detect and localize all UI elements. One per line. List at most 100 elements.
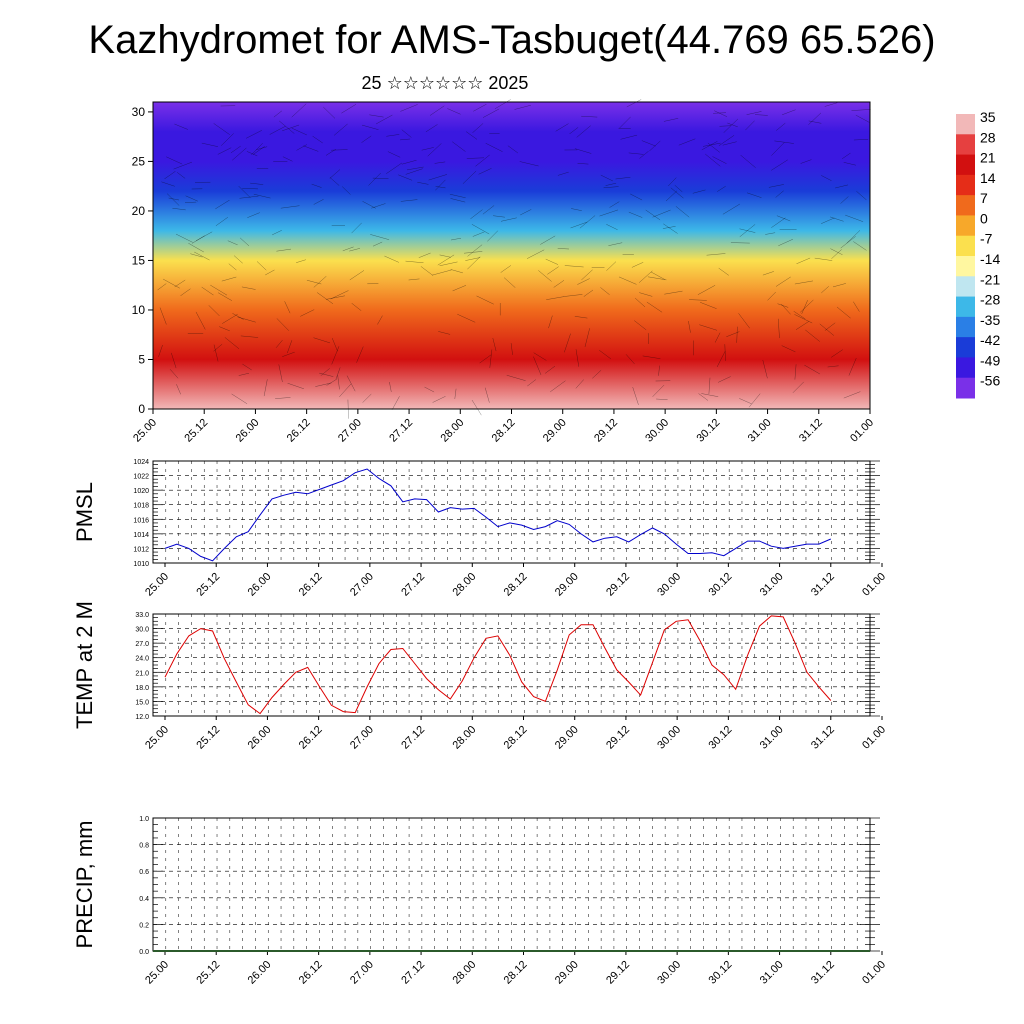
colorbar-swatch	[956, 357, 975, 379]
colorbar-label: 35	[980, 109, 996, 125]
heatmap-y-tick-label: 15	[132, 253, 146, 267]
temp-2m-x-tick-label: 30.00	[655, 724, 683, 752]
colorbar-swatch	[956, 195, 975, 216]
pmsl-x-tick-label: 30.00	[655, 571, 683, 599]
pmsl-y-tick-label: 1016	[133, 517, 149, 524]
precip-y-tick-label: 0.4	[139, 896, 149, 903]
heatmap-x-tick-label: 27.00	[336, 417, 364, 445]
precip-x-tick-label: 30.12	[707, 959, 735, 987]
temp-2m-y-tick-label: 24.0	[135, 656, 149, 663]
heatmap-x-tick-label: 31.00	[746, 417, 774, 445]
temp-2m-x-tick-label: 29.00	[553, 724, 581, 752]
temp-2m-y-tick-label: 30.0	[135, 627, 149, 634]
temp-panel: 12.0 15.0 18.0 21.0 24.0 27.0 30.0 33.0 25.00 25.…	[72, 601, 888, 752]
heatmap-y-tick-label: 10	[132, 303, 146, 317]
colorbar-swatch	[956, 316, 975, 338]
temp-2m-x-tick-label: 27.00	[348, 724, 376, 752]
heatmap-x-tick-label: 28.12	[490, 417, 518, 445]
colorbar-label: 0	[980, 210, 988, 226]
precip-y-tick-label: 0.8	[139, 843, 149, 850]
heatmap-x-tick-label: 26.00	[234, 417, 262, 445]
pmsl-y-tick-label: 1014	[133, 532, 149, 539]
colorbar-swatch	[956, 256, 975, 277]
heatmap-y-tick-label: 5	[138, 352, 145, 366]
precip-x-tick-label: 26.12	[297, 959, 325, 987]
cross-section-panel: 0 5 10 15 20 25 30 25.00 25.12 26.00 26.12 27.00 27.…	[131, 99, 876, 445]
colorbar-label: -7	[980, 231, 993, 247]
heatmap-x-tick-label: 28.00	[438, 417, 466, 445]
colorbar-swatch	[956, 215, 975, 237]
precip-x-tick-label: 25.00	[143, 959, 171, 987]
heatmap-x-tick-label: 25.12	[182, 417, 210, 445]
precip-panel: 0.0 0.2 0.4 0.6 0.8 1.0 25.00 25.12 26.00 26.12 27…	[72, 816, 888, 987]
heatmap-x-tick-label: 29.00	[541, 417, 569, 445]
pmsl-x-tick-label: 01.00	[860, 571, 888, 599]
colorbar-label: -56	[980, 373, 1000, 389]
pmsl-x-tick-label: 31.12	[809, 571, 837, 599]
pmsl-x-tick-label: 29.12	[604, 571, 632, 599]
colorbar-swatch	[956, 134, 975, 156]
heatmap-x-tick-label: 25.00	[131, 417, 159, 445]
pmsl-x-tick-label: 25.00	[143, 571, 171, 599]
heatmap-y-tick-label: 30	[132, 105, 146, 119]
heatmap-x-tick-label: 31.12	[797, 417, 825, 445]
heatmap-y-tick-label: 0	[138, 402, 145, 416]
precip-x-tick-label: 01.00	[860, 959, 888, 987]
page-title: Kazhydromet for AMS-Tasbuget(44.769 65.5…	[88, 18, 936, 62]
colorbar-label: 14	[980, 170, 996, 186]
colorbar-label: 21	[980, 150, 996, 166]
temp-2m-y-tick-label: 15.0	[135, 699, 149, 706]
precip-y-tick-label: 0.2	[139, 922, 149, 929]
wind-streamlines	[157, 99, 871, 419]
temp-2m-y-tick-label: 18.0	[135, 685, 149, 692]
pmsl-y-tick-label: 1012	[133, 546, 149, 553]
colorbar-swatch	[956, 276, 975, 298]
colorbar-label: -14	[980, 251, 1000, 267]
precip-y-tick-label: 0.6	[139, 869, 149, 876]
pmsl-x-tick-label: 26.12	[297, 571, 325, 599]
temp-2m-y-tick-label: 21.0	[135, 670, 149, 677]
colorbar-swatch	[956, 154, 975, 176]
precip-x-tick-label: 28.12	[502, 959, 530, 987]
temp-2m-x-tick-label: 25.12	[194, 724, 222, 752]
temp-2m-series-line	[164, 615, 832, 715]
precip-y-tick-label: 1.0	[139, 816, 149, 823]
pmsl-y-tick-label: 1022	[133, 474, 149, 481]
page-subtitle: 25 ☆☆☆☆☆☆ 2025	[361, 73, 529, 93]
colorbar-label: 28	[980, 129, 996, 145]
pmsl-x-tick-label: 27.00	[348, 571, 376, 599]
precip-x-tick-label: 28.00	[450, 959, 478, 987]
temp-2m-x-tick-label: 28.00	[450, 724, 478, 752]
heatmap-x-tick-label: 29.12	[592, 417, 620, 445]
temp-2m-y-tick-label: 12.0	[135, 714, 149, 721]
precip-x-tick-label: 31.12	[809, 959, 837, 987]
precip-x-tick-label: 27.12	[399, 959, 427, 987]
colorbar-swatch	[956, 337, 975, 358]
pmsl-y-tick-label: 1024	[133, 459, 149, 466]
temp-2m-y-axis-label: TEMP at 2 M	[72, 601, 97, 729]
pmsl-x-tick-label: 31.00	[758, 571, 786, 599]
pmsl-x-tick-label: 30.12	[707, 571, 735, 599]
temp-2m-x-tick-label: 30.12	[707, 724, 735, 752]
temp-2m-x-tick-label: 26.12	[297, 724, 325, 752]
pmsl-series-line	[164, 468, 831, 562]
precip-x-tick-label: 30.00	[655, 959, 683, 987]
colorbar-swatch	[956, 114, 975, 135]
temp-2m-x-tick-label: 28.12	[502, 724, 530, 752]
temp-2m-x-tick-label: 26.00	[246, 724, 274, 752]
pmsl-y-tick-label: 1020	[133, 488, 149, 495]
pmsl-x-tick-label: 27.12	[399, 571, 427, 599]
pmsl-y-tick-label: 1010	[133, 561, 149, 568]
colorbar-label: -21	[980, 271, 1000, 287]
heatmap-x-tick-label: 30.12	[695, 417, 723, 445]
colorbar-swatch	[956, 377, 975, 399]
pmsl-x-tick-label: 29.00	[553, 571, 581, 599]
temp-2m-x-tick-label: 31.00	[758, 724, 786, 752]
heatmap-x-tick-label: 30.00	[643, 417, 671, 445]
temp-2m-x-tick-label: 01.00	[860, 724, 888, 752]
precip-y-axis-label: PRECIP, mm	[72, 821, 97, 949]
pmsl-x-tick-label: 28.00	[450, 571, 478, 599]
precip-x-tick-label: 29.00	[553, 959, 581, 987]
colorbar-swatch	[956, 174, 975, 196]
